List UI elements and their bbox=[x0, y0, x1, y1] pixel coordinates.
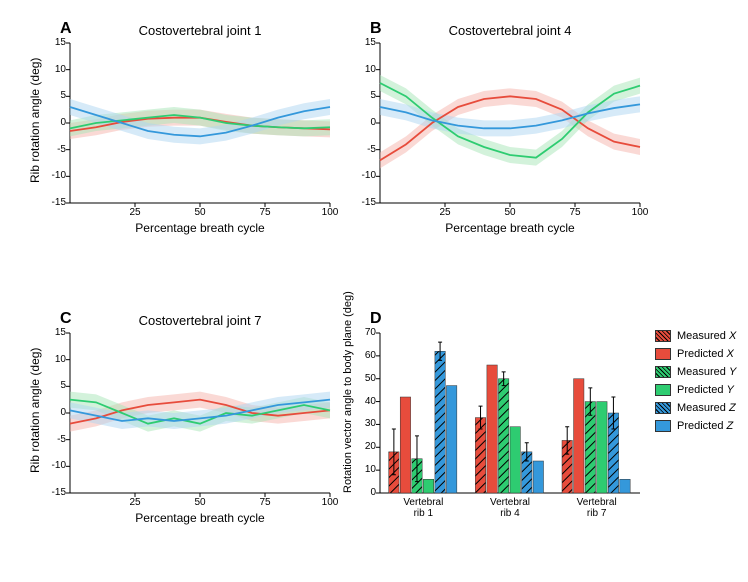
legend-swatch bbox=[655, 384, 671, 396]
line-chart bbox=[70, 43, 330, 203]
y-tick-label: -5 bbox=[42, 144, 66, 155]
y-tick-label: -15 bbox=[352, 197, 376, 208]
y-tick-label: -5 bbox=[42, 434, 66, 445]
y-axis-label: Rib rotation angle (deg) bbox=[28, 58, 42, 183]
bar-chart bbox=[380, 333, 640, 493]
bar-group-label: Vertebral rib 7 bbox=[553, 497, 640, 519]
legend-swatch bbox=[655, 330, 671, 342]
legend: Measured X Predicted X Measured Y Predicted… bbox=[655, 330, 736, 438]
y-axis-label: Rotation vector angle to body plane (deg… bbox=[342, 291, 354, 493]
legend-item: Measured X bbox=[655, 330, 736, 342]
legend-item: Measured Y bbox=[655, 366, 736, 378]
panel-d: D010203040506070Vertebral rib 1Vertebral… bbox=[370, 315, 650, 525]
x-axis-label: Percentage breath cycle bbox=[370, 221, 650, 235]
legend-item: Predicted Z bbox=[655, 420, 736, 432]
y-tick-label: 15 bbox=[42, 327, 66, 338]
x-tick-label: 75 bbox=[253, 207, 277, 218]
y-tick-label: 10 bbox=[352, 64, 376, 75]
y-tick-label: 30 bbox=[356, 418, 376, 429]
x-tick-label: 25 bbox=[123, 207, 147, 218]
y-tick-label: 15 bbox=[42, 37, 66, 48]
y-tick-label: 10 bbox=[42, 64, 66, 75]
x-tick-label: 100 bbox=[628, 207, 652, 218]
legend-label: Predicted Y bbox=[677, 384, 734, 396]
legend-item: Measured Z bbox=[655, 402, 736, 414]
x-tick-label: 50 bbox=[188, 497, 212, 508]
y-tick-label: -15 bbox=[42, 487, 66, 498]
panel-title: Costovertebral joint 1 bbox=[60, 23, 340, 38]
y-tick-label: -10 bbox=[42, 170, 66, 181]
legend-label: Predicted Z bbox=[677, 420, 733, 432]
y-tick-label: 60 bbox=[356, 350, 376, 361]
y-tick-label: 0 bbox=[42, 407, 66, 418]
x-axis-label: Percentage breath cycle bbox=[60, 221, 340, 235]
legend-swatch bbox=[655, 348, 671, 360]
legend-swatch bbox=[655, 420, 671, 432]
panel-b: BCostovertebral joint 4-15-10-5051015255… bbox=[370, 25, 650, 235]
x-tick-label: 25 bbox=[433, 207, 457, 218]
panel-a: ACostovertebral joint 1-15-10-5051015255… bbox=[60, 25, 340, 235]
y-tick-label: 5 bbox=[352, 90, 376, 101]
x-tick-label: 100 bbox=[318, 207, 342, 218]
y-tick-label: 0 bbox=[356, 487, 376, 498]
y-tick-label: 40 bbox=[356, 396, 376, 407]
y-tick-label: -10 bbox=[352, 170, 376, 181]
x-tick-label: 50 bbox=[188, 207, 212, 218]
y-tick-label: 20 bbox=[356, 441, 376, 452]
y-tick-label: 15 bbox=[352, 37, 376, 48]
legend-label: Measured X bbox=[677, 330, 736, 342]
legend-label: Measured Y bbox=[677, 366, 736, 378]
y-tick-label: 50 bbox=[356, 373, 376, 384]
bar-group-label: Vertebral rib 4 bbox=[467, 497, 554, 519]
x-tick-label: 50 bbox=[498, 207, 522, 218]
x-tick-label: 75 bbox=[253, 497, 277, 508]
panel-title: Costovertebral joint 7 bbox=[60, 313, 340, 328]
panel-label: D bbox=[370, 310, 382, 328]
y-tick-label: 5 bbox=[42, 380, 66, 391]
y-tick-label: 10 bbox=[42, 354, 66, 365]
x-tick-label: 100 bbox=[318, 497, 342, 508]
y-axis-label: Rib rotation angle (deg) bbox=[28, 348, 42, 473]
y-tick-label: -5 bbox=[352, 144, 376, 155]
legend-label: Predicted X bbox=[677, 348, 734, 360]
y-tick-label: 5 bbox=[42, 90, 66, 101]
legend-swatch bbox=[655, 402, 671, 414]
panel-title: Costovertebral joint 4 bbox=[370, 23, 650, 38]
y-tick-label: -15 bbox=[42, 197, 66, 208]
x-tick-label: 25 bbox=[123, 497, 147, 508]
legend-item: Predicted Y bbox=[655, 384, 736, 396]
bar-group-label: Vertebral rib 1 bbox=[380, 497, 467, 519]
x-axis-label: Percentage breath cycle bbox=[60, 511, 340, 525]
y-tick-label: 0 bbox=[42, 117, 66, 128]
figure-container: ACostovertebral joint 1-15-10-5051015255… bbox=[0, 0, 748, 582]
legend-swatch bbox=[655, 366, 671, 378]
line-chart bbox=[70, 333, 330, 493]
panel-c: CCostovertebral joint 7-15-10-5051015255… bbox=[60, 315, 340, 525]
y-tick-label: 70 bbox=[356, 327, 376, 338]
y-tick-label: 0 bbox=[352, 117, 376, 128]
x-tick-label: 75 bbox=[563, 207, 587, 218]
legend-item: Predicted X bbox=[655, 348, 736, 360]
y-tick-label: -10 bbox=[42, 460, 66, 471]
legend-label: Measured Z bbox=[677, 402, 736, 414]
line-chart bbox=[380, 43, 640, 203]
y-tick-label: 10 bbox=[356, 464, 376, 475]
